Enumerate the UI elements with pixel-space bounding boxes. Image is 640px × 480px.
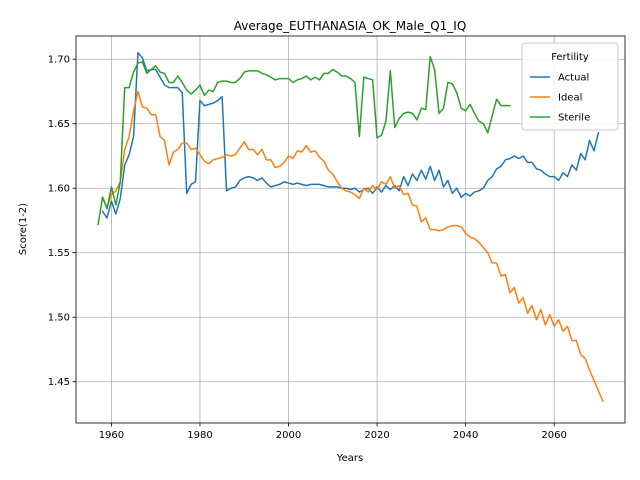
series-line-actual bbox=[101, 52, 600, 219]
x-tick-label: 2020 bbox=[364, 430, 389, 441]
x-tick-label: 1980 bbox=[187, 430, 212, 441]
legend: Fertility Actual Ideal Sterile bbox=[521, 42, 619, 131]
legend-label-sterile: Sterile bbox=[558, 113, 590, 124]
legend-title: Fertility bbox=[551, 52, 589, 63]
series-line-ideal bbox=[101, 90, 604, 403]
series-line-sterile bbox=[97, 55, 511, 226]
y-tick-label: 1.45 bbox=[48, 377, 70, 388]
series-lines bbox=[97, 52, 604, 403]
y-tick-label: 1.70 bbox=[48, 55, 70, 66]
x-tick-label: 2000 bbox=[276, 430, 301, 441]
legend-label-actual: Actual bbox=[558, 73, 589, 84]
y-tick-label: 1.55 bbox=[48, 248, 70, 259]
legend-items: Actual Ideal Sterile bbox=[530, 73, 590, 124]
y-tick-label: 1.65 bbox=[48, 119, 70, 130]
x-tick-label: 2060 bbox=[541, 430, 566, 441]
legend-label-ideal: Ideal bbox=[558, 93, 582, 104]
x-tick-label: 1960 bbox=[99, 430, 124, 441]
y-tick-label: 1.50 bbox=[48, 313, 70, 324]
chart-title: Average_EUTHANASIA_OK_Male_Q1_IQ bbox=[234, 19, 467, 33]
plot-frame bbox=[75, 35, 626, 424]
x-axis-label: Years bbox=[336, 453, 363, 464]
y-tick-label: 1.60 bbox=[48, 184, 70, 195]
legend-box bbox=[521, 42, 619, 131]
x-tick-label: 2040 bbox=[453, 430, 478, 441]
y-axis-label: Score(1-2) bbox=[18, 203, 29, 255]
axis-ticks: 1960 1980 2000 2020 2040 2060 1.45 1.50 1.55 1.60… bbox=[48, 55, 567, 441]
